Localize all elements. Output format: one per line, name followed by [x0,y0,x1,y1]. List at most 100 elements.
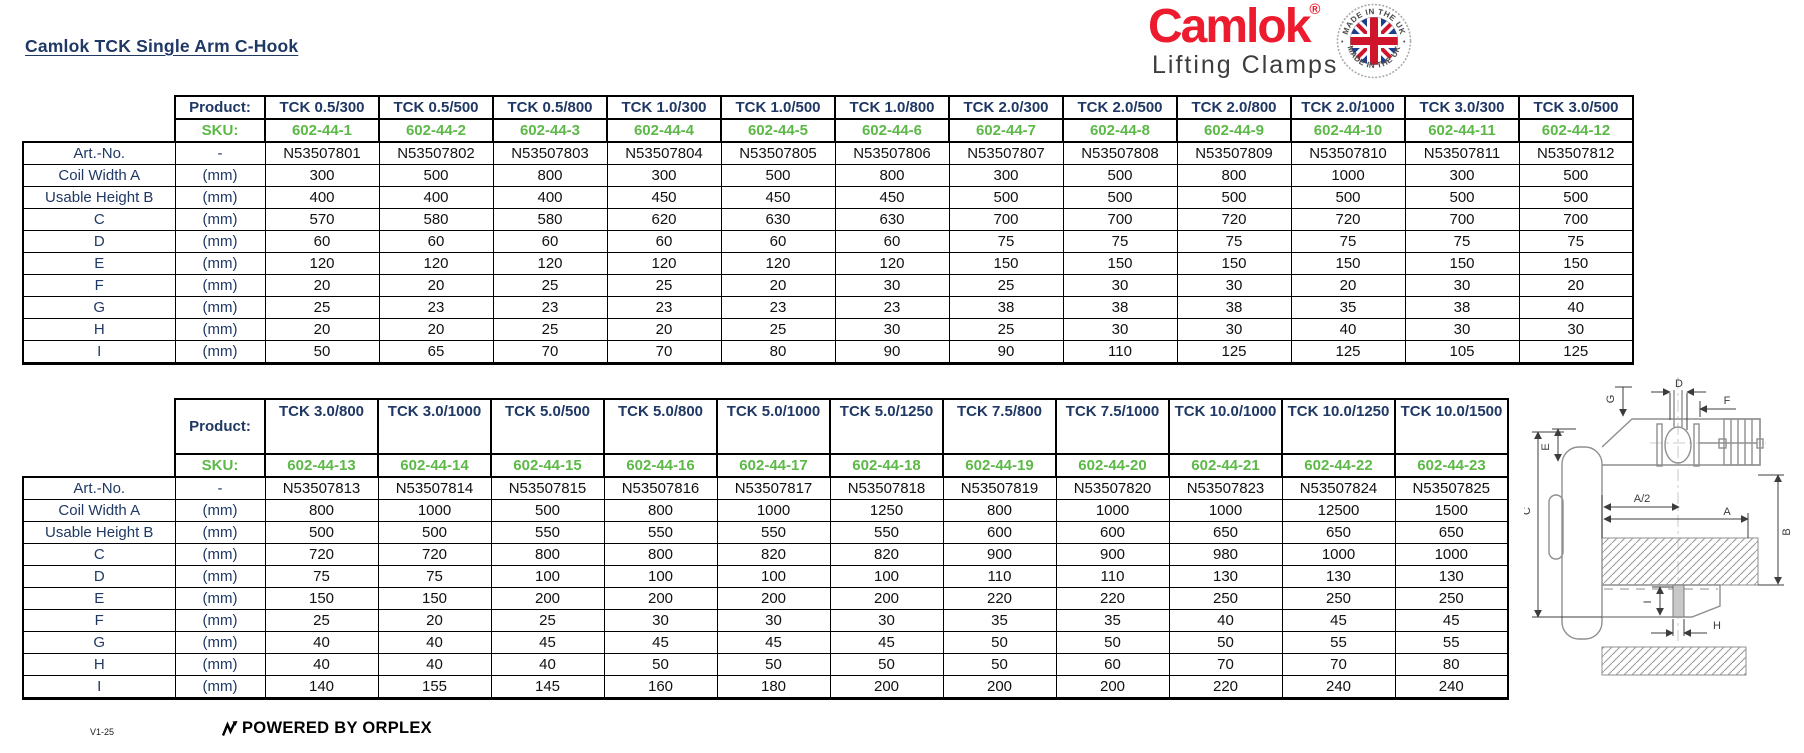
value-cell: 30 [829,609,944,632]
value-cell: N53507804 [606,141,722,165]
table-row: E (mm) 150 150 200 200 200 200 220 220 250 250 250 [22,587,1509,610]
product-header-cell: TCK 5.0/500 [490,398,605,455]
value-cell: 125 [1176,340,1292,365]
product-header-cell: TCK 2.0/500 [1062,95,1178,120]
value-cell: 800 [490,543,605,566]
value-cell: 38 [1176,296,1292,319]
value-cell: 1000 [1168,499,1283,522]
value-cell: 60 [606,230,722,253]
value-cell: 35 [942,609,1057,632]
sku-cell: 602-44-7 [948,118,1064,143]
value-cell: 65 [378,340,494,365]
product-header-cell: TCK 1.0/500 [720,95,836,120]
value-cell: 800 [264,499,379,522]
value-cell: 1250 [829,499,944,522]
value-cell: 45 [1281,609,1396,632]
value-cell: N53507812 [1518,141,1634,165]
value-cell: 500 [1290,186,1406,209]
value-cell: 550 [490,521,605,544]
value-cell: N53507813 [264,476,379,500]
value-cell: 40 [490,653,605,676]
unit-cell: (mm) [174,340,266,365]
table-row: F (mm) 20 20 25 25 20 30 25 30 30 20 30 20 [22,274,1634,297]
value-cell: 630 [720,208,836,231]
value-cell: N53507820 [1055,476,1170,500]
table-row: C (mm) 720 720 800 800 820 820 900 900 980 1000 1000 [22,543,1509,566]
powered-by-text: POWERED BY ORPLEX [242,719,432,737]
value-cell: 500 [720,164,836,187]
product-header-cell: TCK 10.0/1250 [1281,398,1396,455]
unit-cell: (mm) [174,230,266,253]
coil-cross-section [1601,537,1759,586]
sku-cell: 602-44-15 [490,453,605,478]
product-header-cell: TCK 2.0/300 [948,95,1064,120]
sku-cell: 602-44-18 [829,453,944,478]
swivel-eye [1664,426,1692,464]
sku-row-label: SKU: [174,453,266,478]
value-cell: 40 [1168,609,1283,632]
sku-cell: 602-44-19 [942,453,1057,478]
table-row: D (mm) 60 60 60 60 60 60 75 75 75 75 75 75 [22,230,1634,253]
value-cell: 700 [948,208,1064,231]
registered-mark-icon: ® [1309,1,1321,18]
value-cell: 145 [490,675,605,700]
sku-cell: 602-44-3 [492,118,608,143]
value-cell: 500 [1518,164,1634,187]
value-cell: 20 [264,274,380,297]
page-title: Camlok TCK Single Arm C-Hook [25,36,299,56]
row-label-cell: I [22,675,176,700]
dim-label-c: C [1524,507,1533,515]
value-cell: 155 [377,675,492,700]
sku-cell: 602-44-16 [603,453,718,478]
value-cell: N53507805 [720,141,836,165]
row-label-cell: E [22,252,176,275]
value-cell: 23 [834,296,950,319]
unit-cell: (mm) [174,653,266,676]
value-cell: 20 [1518,274,1634,297]
value-cell: 25 [948,318,1064,341]
spec-table-1: Product: TCK 0.5/300 TCK 0.5/500 TCK 0.5/80… [22,95,1634,365]
table-row: G (mm) 40 40 45 45 45 45 50 50 50 55 55 [22,631,1509,654]
table-row: Usable Height B (mm) 500 500 550 550 550 550 600… [22,521,1509,544]
value-cell: N53507825 [1394,476,1509,500]
value-cell: 800 [492,164,608,187]
sku-cell: 602-44-5 [720,118,836,143]
value-cell: 100 [716,565,831,588]
value-cell: 500 [948,186,1064,209]
value-cell: 650 [1394,521,1509,544]
value-cell: 1000 [377,499,492,522]
value-cell: 500 [378,164,494,187]
product-header-cell: TCK 5.0/800 [603,398,718,455]
value-cell: 200 [942,675,1057,700]
value-cell: 150 [377,587,492,610]
table-row: Coil Width A (mm) 300 500 800 300 500 800 300 500… [22,164,1634,187]
unit-cell: (mm) [174,565,266,588]
value-cell: 125 [1518,340,1634,365]
value-cell: 45 [603,631,718,654]
sku-cell: 602-44-10 [1290,118,1406,143]
value-cell: 60 [492,230,608,253]
value-cell: 570 [264,208,380,231]
value-cell: N53507802 [378,141,494,165]
value-cell: 20 [1290,274,1406,297]
dim-label-f: F [1724,395,1731,407]
value-cell: 100 [603,565,718,588]
value-cell: 50 [942,653,1057,676]
camlok-logo: Camlok® [1148,2,1320,51]
table-row: I (mm) 140 155 145 160 180 200 200 200 220 240 240 [22,675,1509,700]
table-row: H (mm) 40 40 40 50 50 50 50 60 70 70 80 [22,653,1509,676]
row-label-cell: D [22,230,176,253]
sku-cell: 602-44-23 [1394,453,1509,478]
value-cell: 12500 [1281,499,1396,522]
table-row: Art.-No. - N53507813 N53507814 N53507815 N535… [22,476,1509,500]
row-label-cell: Art.-No. [22,141,176,165]
value-cell: N53507811 [1404,141,1520,165]
sku-cell: 602-44-14 [377,453,492,478]
unit-cell: (mm) [174,274,266,297]
row-label-cell: G [22,631,176,654]
value-cell: 55 [1394,631,1509,654]
value-cell: 20 [378,274,494,297]
value-cell: 720 [264,543,379,566]
table-row: I (mm) 50 65 70 70 80 90 90 110 125 125 105 125 [22,340,1634,365]
product-header-cell: TCK 0.5/500 [378,95,494,120]
